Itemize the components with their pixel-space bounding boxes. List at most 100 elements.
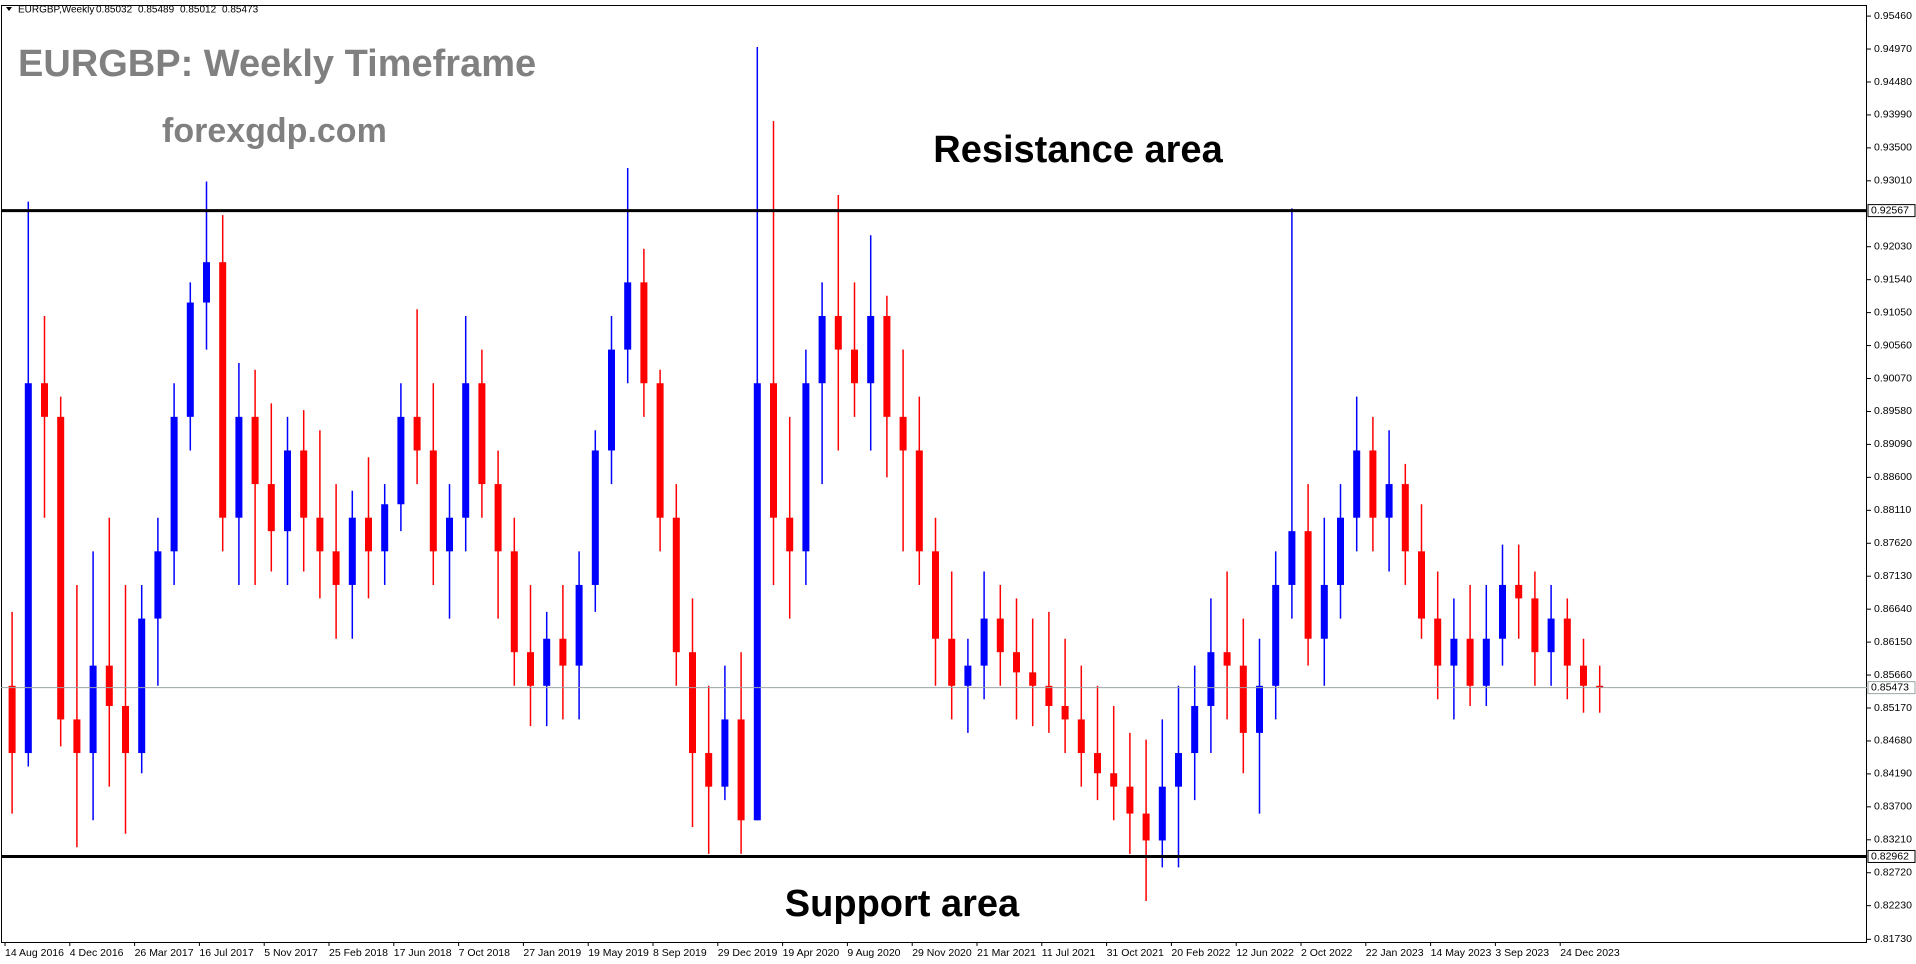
y-tick-label: 0.90560 — [1874, 339, 1912, 351]
candle-body — [786, 517, 794, 552]
candle-body — [1142, 813, 1150, 841]
candle-body — [1580, 665, 1587, 686]
candle-body — [996, 618, 1004, 653]
candle-body — [300, 450, 308, 518]
candle-body — [138, 618, 146, 754]
candle-body — [737, 719, 745, 821]
candle-body — [462, 383, 470, 518]
candle-body — [24, 383, 32, 754]
symbol-label: EURGBP,Weekly — [18, 5, 94, 16]
candle-body — [1482, 638, 1490, 686]
x-tick-label: 16 Jul 2017 — [199, 947, 253, 959]
resistance-line-label: 0.92567 — [1871, 204, 1909, 216]
candle-body — [57, 416, 65, 720]
candle-body — [624, 282, 632, 350]
candle-body — [73, 719, 81, 754]
chart-title: EURGBP: Weekly Timeframe — [18, 43, 536, 85]
x-tick-label: 7 Oct 2018 — [459, 947, 511, 959]
x-tick-label: 14 Aug 2016 — [5, 947, 64, 959]
candle-body — [122, 705, 129, 754]
candle-body — [1434, 618, 1442, 666]
candle-body — [8, 685, 16, 754]
candle-body — [608, 349, 615, 451]
candle-body — [251, 416, 259, 485]
candle-body — [1110, 773, 1118, 787]
menu-arrow — [6, 7, 12, 11]
candle-body — [656, 383, 664, 518]
x-tick-label: 5 Nov 2017 — [264, 947, 318, 959]
x-tick-label: 25 Feb 2018 — [329, 947, 388, 959]
ohlc-value: 0.85012 — [180, 5, 217, 16]
y-tick-label: 0.94970 — [1874, 43, 1912, 55]
candle-body — [834, 315, 842, 350]
candle-body — [316, 517, 324, 552]
ohlc-value: 0.85473 — [222, 5, 259, 16]
candle-body — [980, 618, 988, 666]
candle-body — [591, 450, 599, 585]
candle-body — [689, 652, 696, 754]
y-tick-label: 0.83210 — [1874, 834, 1912, 846]
last-price-line-label: 0.85473 — [1871, 681, 1909, 693]
y-tick-label: 0.84190 — [1874, 768, 1912, 780]
y-tick-label: 0.86150 — [1874, 636, 1912, 648]
candle-body — [219, 262, 227, 518]
candle-body — [446, 517, 453, 552]
resistance-annotation: Resistance area — [933, 129, 1223, 171]
candle-body — [1158, 786, 1166, 841]
y-tick-label: 0.95460 — [1874, 10, 1912, 22]
candle-body — [1013, 652, 1020, 673]
y-tick-label: 0.87620 — [1874, 537, 1912, 549]
candle-body — [397, 416, 405, 505]
candle-body — [235, 416, 243, 518]
y-tick-label: 0.85170 — [1874, 702, 1912, 714]
candle-body — [1239, 665, 1247, 733]
candle-body — [753, 383, 761, 821]
y-tick-label: 0.89580 — [1874, 405, 1912, 417]
x-tick-label: 24 Dec 2023 — [1560, 947, 1620, 959]
candle-body — [494, 484, 502, 552]
x-tick-label: 12 Jun 2022 — [1236, 947, 1294, 959]
candle-body — [559, 638, 567, 666]
candle-body — [381, 504, 389, 552]
candle-body — [527, 652, 534, 686]
candle-body — [1272, 584, 1280, 686]
candle-body — [1450, 638, 1458, 666]
x-tick-label: 4 Dec 2016 — [70, 947, 124, 959]
candle-body — [1045, 685, 1053, 706]
candle-body — [478, 383, 486, 485]
candle-body — [899, 416, 907, 451]
x-tick-label: 26 Mar 2017 — [135, 947, 194, 959]
candle-body — [543, 638, 551, 686]
x-tick-label: 9 Aug 2020 — [847, 947, 900, 959]
candle-body — [1401, 484, 1409, 552]
candle-body — [1596, 685, 1604, 688]
candle-body — [1175, 753, 1182, 787]
candle-body — [948, 638, 956, 686]
y-tick-label: 0.86640 — [1874, 603, 1912, 615]
support-line-label: 0.82962 — [1871, 850, 1909, 862]
candle-body — [413, 416, 421, 451]
y-tick-label: 0.88110 — [1874, 504, 1911, 516]
candle-body — [802, 383, 810, 552]
candle-body — [1385, 484, 1393, 518]
y-tick-label: 0.81730 — [1874, 933, 1912, 945]
candle-body — [170, 416, 178, 552]
x-tick-label: 29 Nov 2020 — [912, 947, 972, 959]
candle-body — [867, 315, 875, 384]
candle-body — [203, 262, 210, 303]
candle-body — [640, 282, 648, 384]
support-line-box — [1867, 849, 1916, 863]
candle-body — [818, 315, 826, 384]
candle-body — [1531, 598, 1539, 653]
candle-body — [89, 665, 97, 754]
candle-body — [1256, 685, 1263, 733]
candle-body — [1563, 618, 1571, 666]
x-tick-label: 11 Jul 2021 — [1042, 947, 1096, 959]
candle-body — [186, 302, 194, 417]
x-tick-label: 19 Apr 2020 — [783, 947, 840, 959]
candle-body — [332, 551, 340, 585]
candle-body — [672, 517, 680, 653]
y-tick-label: 0.91540 — [1874, 273, 1912, 285]
x-tick-label: 21 Mar 2021 — [977, 947, 1036, 959]
